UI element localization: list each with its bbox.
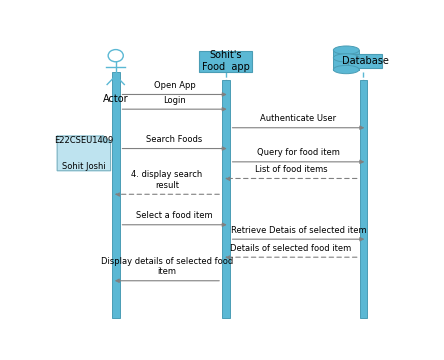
Text: Actor: Actor bbox=[103, 94, 128, 104]
Text: Authenticate User: Authenticate User bbox=[260, 114, 337, 123]
Polygon shape bbox=[103, 136, 111, 142]
Bar bbox=[199, 51, 253, 72]
Text: Select a food item: Select a food item bbox=[136, 211, 213, 220]
Bar bbox=[222, 80, 230, 318]
Text: Retrieve Detais of selected item: Retrieve Detais of selected item bbox=[230, 226, 366, 235]
Ellipse shape bbox=[333, 54, 359, 62]
Polygon shape bbox=[57, 136, 111, 171]
Text: 4. display search
result: 4. display search result bbox=[131, 170, 202, 190]
Text: Database: Database bbox=[342, 56, 388, 66]
Bar bbox=[360, 80, 367, 318]
Ellipse shape bbox=[333, 66, 359, 74]
Bar bbox=[112, 72, 119, 318]
Text: Details of selected food item: Details of selected food item bbox=[230, 244, 352, 253]
Text: Search Foods: Search Foods bbox=[147, 135, 202, 144]
Text: Query for food item: Query for food item bbox=[257, 148, 340, 157]
Text: Display details of selected food
item: Display details of selected food item bbox=[101, 257, 233, 276]
Bar bbox=[348, 54, 382, 68]
Text: List of food items: List of food items bbox=[254, 165, 327, 174]
Text: E22CSEU1409

Sohit Joshi: E22CSEU1409 Sohit Joshi bbox=[54, 136, 114, 171]
Text: Login: Login bbox=[163, 96, 186, 105]
Text: Sohit's
Food  app: Sohit's Food app bbox=[202, 50, 250, 72]
Ellipse shape bbox=[333, 46, 359, 54]
Text: Open App: Open App bbox=[154, 81, 195, 90]
Bar bbox=[333, 50, 359, 69]
